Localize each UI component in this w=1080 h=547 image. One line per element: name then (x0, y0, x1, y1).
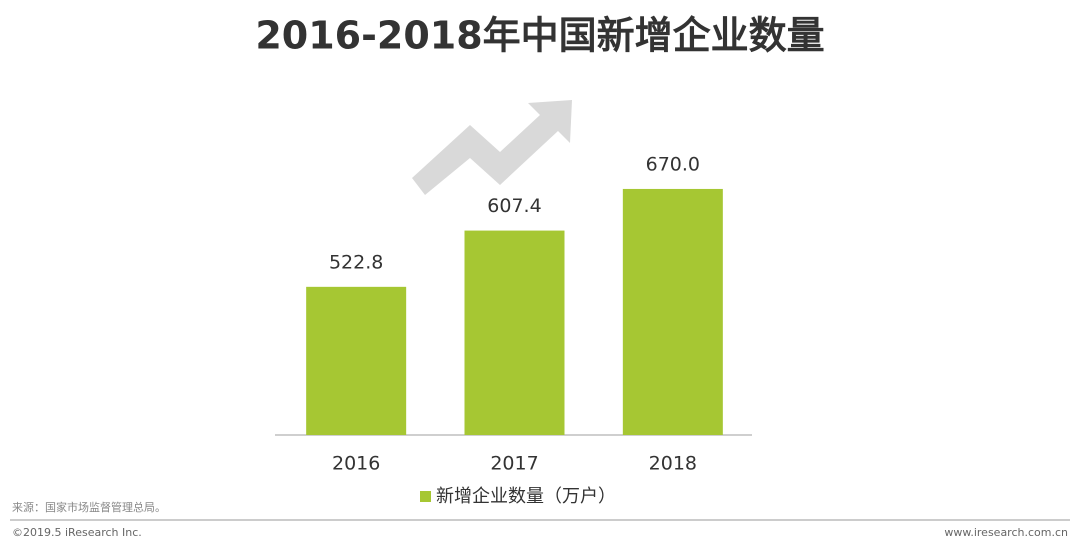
legend-swatch (420, 491, 431, 502)
data-label: 607.4 (487, 195, 541, 217)
decorative-arrow (412, 100, 572, 195)
source-note: 来源：国家市场监督管理总局。 (12, 500, 166, 514)
copyright: ©2019.5 iResearch Inc. (12, 526, 142, 539)
legend-label: 新增企业数量（万户） (436, 486, 616, 507)
bar (464, 230, 565, 435)
bar (306, 286, 407, 435)
x-tick-label: 2018 (649, 453, 697, 475)
data-label: 670.0 (646, 153, 700, 175)
chart-title: 2016-2018年中国新增企业数量 (255, 14, 824, 58)
bar (622, 188, 723, 435)
x-tick-label: 2016 (332, 453, 380, 475)
data-label: 522.8 (329, 251, 383, 273)
x-tick-label: 2017 (490, 453, 538, 475)
website: www.iresearch.com.cn (944, 526, 1068, 539)
